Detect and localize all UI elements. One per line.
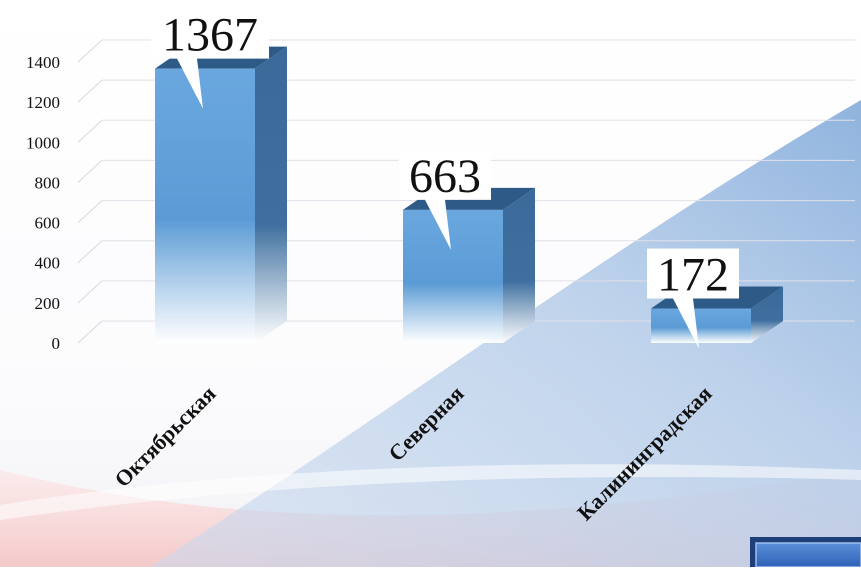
bar xyxy=(403,187,535,343)
data-label-callout xyxy=(151,8,269,109)
bar-front xyxy=(651,308,751,343)
gridline xyxy=(77,200,103,223)
data-label-text: 172 xyxy=(657,248,729,301)
data-label: 1367 xyxy=(151,8,269,109)
gridline xyxy=(77,119,103,143)
y-tick-label: 1400 xyxy=(26,53,60,72)
bar-front xyxy=(403,209,503,343)
data-label-text: 663 xyxy=(409,150,481,203)
y-tick-label: 200 xyxy=(35,294,61,313)
gridline xyxy=(77,240,103,264)
bar-front xyxy=(155,68,255,344)
corner-button[interactable] xyxy=(750,537,861,568)
y-axis-ticks: 0 200 400 600 800 1000 1200 1400 xyxy=(26,53,60,353)
data-labels: 1367 663 172 xyxy=(151,8,739,349)
y-tick-label: 600 xyxy=(35,214,61,233)
gridline xyxy=(77,39,103,63)
gridline xyxy=(77,320,103,344)
bar xyxy=(155,46,287,344)
background-wave-light xyxy=(0,464,861,520)
bar-side xyxy=(751,286,783,343)
data-label-callout xyxy=(399,149,491,250)
gridline xyxy=(77,280,103,304)
data-label-text: 1367 xyxy=(162,9,258,62)
gridline xyxy=(77,79,103,103)
data-label-callout xyxy=(647,248,739,349)
data-label: 663 xyxy=(399,149,491,250)
bar-side xyxy=(503,187,535,343)
y-tick-label: 0 xyxy=(52,334,61,353)
y-tick-label: 800 xyxy=(35,173,61,192)
y-tick-label: 1200 xyxy=(26,93,60,112)
y-tick-label: 400 xyxy=(35,254,61,273)
data-label: 172 xyxy=(647,248,739,349)
y-tick-label: 1000 xyxy=(26,133,60,152)
gridline xyxy=(77,160,103,183)
bar-side xyxy=(255,46,287,344)
